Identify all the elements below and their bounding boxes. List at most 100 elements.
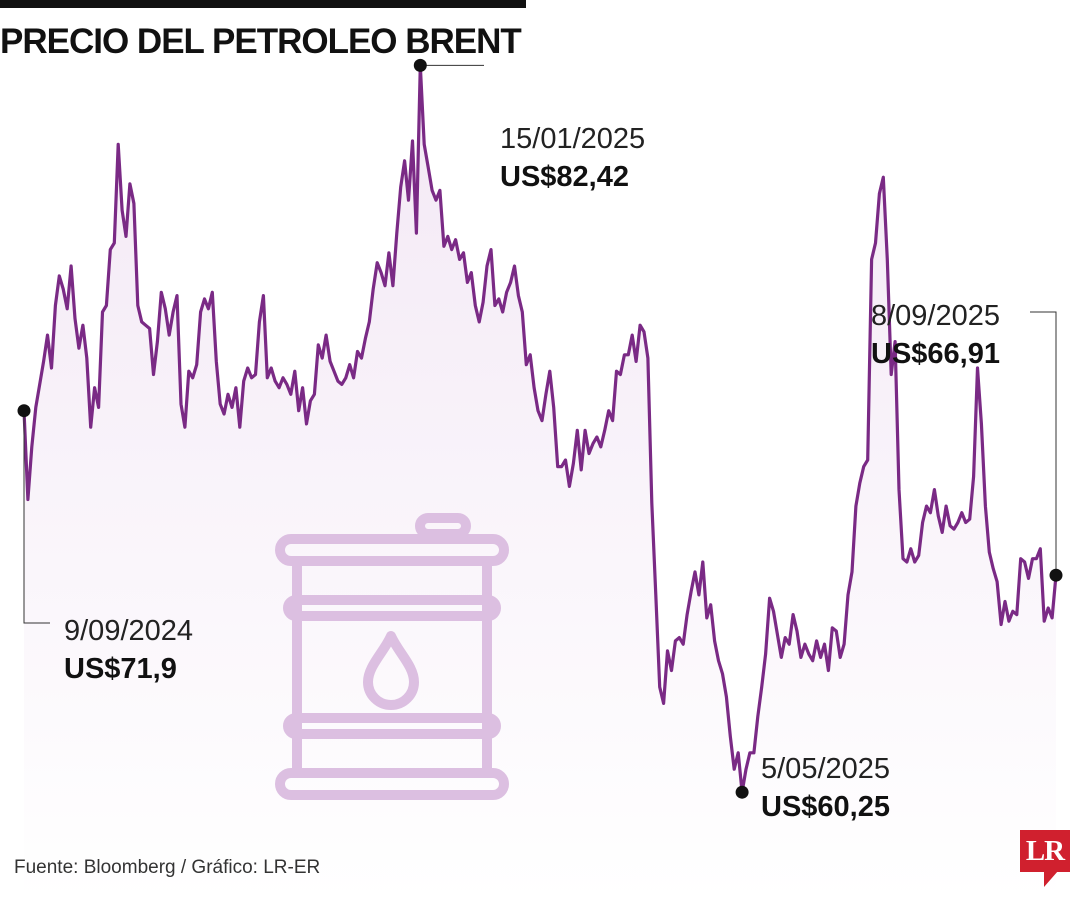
data-point <box>1004 600 1007 603</box>
data-point <box>666 649 669 652</box>
data-point <box>54 304 57 307</box>
data-point <box>964 521 967 524</box>
data-point <box>772 610 775 613</box>
data-point <box>968 518 971 521</box>
data-point <box>521 311 524 314</box>
data-point <box>941 531 944 534</box>
annotation-date: 15/01/2025 <box>500 123 645 155</box>
data-point <box>191 376 194 379</box>
data-point <box>242 380 245 383</box>
data-point <box>902 557 905 560</box>
data-point <box>160 291 163 294</box>
data-point <box>211 291 214 294</box>
data-point <box>270 367 273 370</box>
annotation-leader-line <box>23 410 50 624</box>
data-point <box>454 238 457 241</box>
data-point <box>529 353 532 356</box>
data-point <box>333 370 336 373</box>
data-point <box>227 393 230 396</box>
data-point <box>662 702 665 705</box>
data-point <box>972 475 975 478</box>
data-point <box>807 653 810 656</box>
data-point <box>136 304 139 307</box>
data-point <box>321 357 324 360</box>
data-point <box>898 488 901 491</box>
data-point <box>611 419 614 422</box>
data-point <box>431 189 434 192</box>
data-point <box>1011 610 1014 613</box>
annotation-date: 8/09/2025 <box>871 300 1000 332</box>
data-point <box>223 413 226 416</box>
data-point <box>180 403 183 406</box>
data-point <box>407 199 410 202</box>
data-point <box>913 561 916 564</box>
data-point <box>650 501 653 504</box>
data-point <box>752 751 755 754</box>
data-point <box>140 320 143 323</box>
data-point <box>870 258 873 261</box>
data-point <box>635 360 638 363</box>
data-point <box>827 669 830 672</box>
data-point <box>274 380 277 383</box>
data-point <box>1031 557 1034 560</box>
data-point <box>1023 561 1026 564</box>
annotation-value: US$66,91 <box>871 338 1000 370</box>
data-point <box>584 429 587 432</box>
data-point <box>340 383 343 386</box>
data-point <box>819 656 822 659</box>
data-point <box>1035 557 1038 560</box>
data-point <box>835 630 838 633</box>
data-point <box>505 291 508 294</box>
series-line <box>22 63 1058 794</box>
data-point <box>631 334 634 337</box>
data-point <box>525 363 528 366</box>
data-point <box>839 656 842 659</box>
data-point <box>619 373 622 376</box>
data-point <box>148 327 151 330</box>
data-point <box>956 521 959 524</box>
lr-logo-tail <box>1044 871 1058 887</box>
data-point <box>670 669 673 672</box>
data-point <box>690 590 693 593</box>
data-point <box>996 580 999 583</box>
data-point <box>262 294 265 297</box>
data-point <box>721 672 724 675</box>
data-point <box>199 311 202 314</box>
source-note: Fuente: Bloomberg / Gráfico: LR-ER <box>14 857 321 878</box>
data-point <box>674 639 677 642</box>
data-point <box>803 643 806 646</box>
data-point <box>1000 623 1003 626</box>
data-point <box>364 337 367 340</box>
data-point <box>74 317 77 320</box>
data-point <box>509 281 512 284</box>
data-point <box>62 288 65 291</box>
data-point <box>490 248 493 251</box>
data-point <box>886 258 889 261</box>
data-point <box>792 613 795 616</box>
data-point <box>678 636 681 639</box>
data-point <box>811 659 814 662</box>
data-point <box>384 284 387 287</box>
data-point <box>297 409 300 412</box>
data-point <box>733 768 736 771</box>
annotation-marker <box>17 404 31 418</box>
data-point <box>988 551 991 554</box>
data-point <box>627 353 630 356</box>
data-point <box>117 143 120 146</box>
data-point <box>482 301 485 304</box>
data-point <box>348 363 351 366</box>
data-point <box>560 465 563 468</box>
data-point <box>293 370 296 373</box>
data-point <box>128 182 131 185</box>
data-point <box>360 357 363 360</box>
data-point <box>164 307 167 310</box>
data-point <box>737 751 740 754</box>
data-point <box>607 409 610 412</box>
data-point <box>450 248 453 251</box>
data-point <box>603 429 606 432</box>
data-point <box>517 294 520 297</box>
data-point <box>537 409 540 412</box>
data-point <box>568 485 571 488</box>
data-point <box>34 406 37 409</box>
